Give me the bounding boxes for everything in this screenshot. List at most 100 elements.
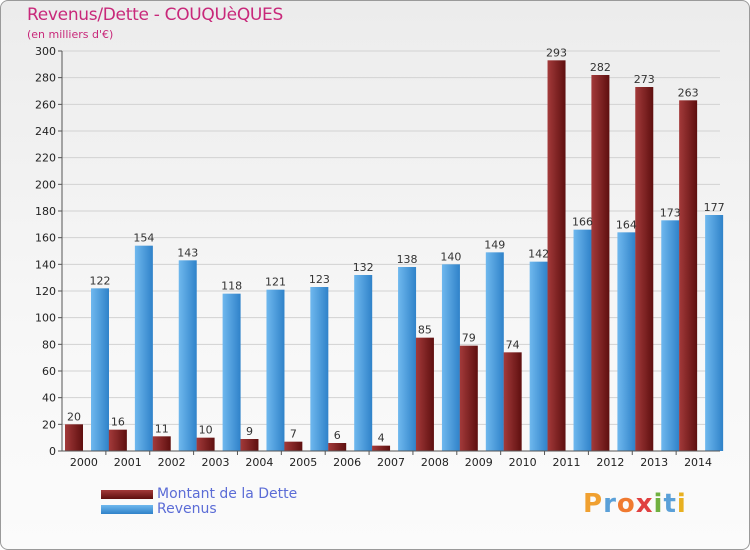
value-label-dette-2008: 85	[418, 324, 432, 337]
bar-revenus-2003	[222, 293, 241, 451]
x-tick-label-2014: 2014	[684, 456, 712, 469]
value-label-dette-2001: 16	[111, 416, 125, 429]
legend-label-revenus: Revenus	[157, 501, 217, 517]
value-label-revenus-2002: 143	[177, 246, 198, 259]
y-tick-label-0: 0	[49, 445, 56, 458]
logo-letter-2: o	[616, 489, 636, 519]
y-tick-label-60: 60	[42, 365, 56, 378]
bar-revenus-2005	[310, 287, 329, 451]
y-tick-label-160: 160	[35, 232, 56, 245]
grid-lines	[62, 50, 720, 452]
value-label-dette-2004: 9	[246, 425, 253, 438]
value-label-dette-2010: 74	[506, 338, 520, 351]
bar-dette-2010	[503, 352, 522, 451]
bar-dette-2008	[415, 337, 434, 451]
logo-letter-1: r	[603, 489, 617, 519]
value-label-dette-2006: 6	[334, 429, 341, 442]
legend-swatch-revenus	[101, 505, 153, 514]
bar-revenus-2004	[266, 289, 285, 451]
y-tick-label-180: 180	[35, 205, 56, 218]
bar-revenus-2000	[91, 288, 109, 451]
x-tick-label-2008: 2008	[421, 456, 449, 469]
value-label-revenus-2003: 118	[221, 280, 242, 293]
x-tick-label-2011: 2011	[552, 456, 580, 469]
proxiti-logo: Proxiti	[583, 489, 687, 519]
bar-revenus-2010	[529, 261, 548, 451]
value-label-revenus-2007: 138	[397, 253, 418, 266]
bar-revenus-2006	[354, 275, 373, 451]
y-tick-label-20: 20	[42, 418, 56, 431]
value-label-dette-2011: 293	[546, 46, 567, 59]
y-tick-label-140: 140	[35, 258, 56, 271]
bar-dette-2002	[152, 436, 171, 451]
y-tick-label-240: 240	[35, 125, 56, 138]
value-label-revenus-2013: 173	[660, 206, 681, 219]
x-tick-label-2006: 2006	[333, 456, 361, 469]
x-tick-label-2013: 2013	[640, 456, 668, 469]
bar-dette-2012	[591, 75, 610, 451]
bar-dette-2013	[635, 87, 654, 451]
y-axis-ticks: 0 20 40 60 80 100 120 140 160 180 200 220 240 260 280 3…	[35, 45, 62, 458]
value-label-revenus-2014: 177	[704, 201, 725, 214]
chart-title: Revenus/Dette - COUQUèQUES	[27, 5, 283, 25]
y-tick-label-220: 220	[35, 152, 56, 165]
bar-dette-2000	[65, 424, 83, 451]
logo-letter-0: P	[583, 489, 604, 519]
bar-dette-2011	[547, 60, 566, 451]
x-tick-label-2000: 2000	[70, 456, 98, 469]
bar-revenus-2011	[573, 229, 592, 451]
bar-dette-2001	[108, 429, 127, 451]
value-label-dette-2009: 79	[462, 332, 476, 345]
x-tick-label-2002: 2002	[158, 456, 186, 469]
x-tick-label-2005: 2005	[289, 456, 317, 469]
x-tick-label-2003: 2003	[202, 456, 230, 469]
value-label-dette-2014: 263	[678, 86, 699, 99]
y-tick-label-80: 80	[42, 338, 56, 351]
logo-letter-5: t	[663, 489, 677, 519]
value-label-revenus-2010: 142	[528, 248, 549, 261]
value-label-revenus-2000: 122	[90, 274, 111, 287]
value-label-revenus-2012: 164	[616, 218, 637, 231]
x-tick-label-2012: 2012	[596, 456, 624, 469]
value-label-dette-2012: 282	[590, 61, 611, 74]
value-label-revenus-2011: 166	[572, 216, 593, 229]
value-label-dette-2005: 7	[290, 428, 297, 441]
y-tick-label-280: 280	[35, 72, 56, 85]
value-labels: 20 122 16 154 11 143 10 118 9 121 7 123 6 132 4 138 85 14…	[67, 46, 725, 444]
y-tick-label-40: 40	[42, 392, 56, 405]
value-label-revenus-2001: 154	[133, 232, 154, 245]
bar-revenus-2009	[485, 252, 504, 451]
bar-dette-2014	[679, 100, 698, 451]
logo-letter-4: i	[653, 489, 664, 519]
bar-dette-2009	[459, 345, 478, 451]
bar-dette-2007	[372, 445, 391, 451]
value-label-revenus-2005: 123	[309, 273, 330, 286]
bar-revenus-2014	[705, 215, 724, 451]
bar-revenus-2007	[398, 267, 417, 451]
bar-dette-2003	[196, 437, 215, 451]
x-tick-label-2007: 2007	[377, 456, 405, 469]
bar-dette-2004	[240, 439, 259, 451]
value-label-dette-2000: 20	[67, 410, 81, 423]
value-label-dette-2013: 273	[634, 73, 655, 86]
x-tick-label-2009: 2009	[465, 456, 493, 469]
bars	[65, 60, 724, 451]
value-label-revenus-2009: 149	[484, 238, 505, 251]
x-tick-label-2010: 2010	[509, 456, 537, 469]
legend-swatch-dette	[101, 490, 153, 499]
chart-subtitle: (en milliers d'€)	[27, 28, 114, 41]
bar-revenus-2002	[178, 260, 197, 451]
x-tick-label-2004: 2004	[245, 456, 273, 469]
value-label-dette-2002: 11	[155, 422, 169, 435]
bar-revenus-2001	[134, 245, 153, 451]
bar-revenus-2012	[617, 232, 636, 451]
bar-dette-2006	[328, 443, 347, 451]
bar-revenus-2008	[441, 264, 460, 451]
logo-letter-6: i	[676, 489, 687, 519]
y-tick-label-260: 260	[35, 98, 56, 111]
x-tick-label-2001: 2001	[114, 456, 142, 469]
value-label-revenus-2004: 121	[265, 276, 286, 289]
value-label-dette-2007: 4	[378, 432, 385, 445]
